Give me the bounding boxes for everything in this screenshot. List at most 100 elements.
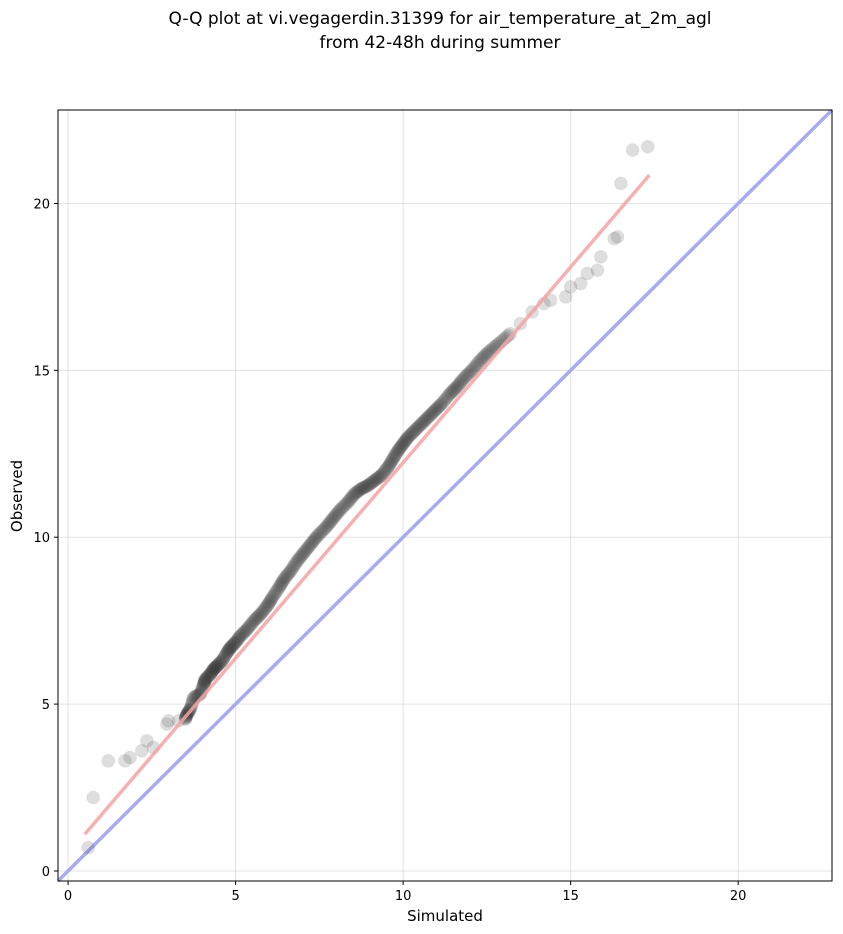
quantile-point [400,431,415,446]
quantile-point [377,464,392,479]
quantile-point [282,564,297,579]
quantile-point [573,276,588,291]
quantile-point [475,350,490,365]
quantile-point [455,373,470,388]
quantile-point [457,370,472,385]
quantile-point [350,484,365,499]
quantile-point [346,488,361,503]
quantile-point [280,567,295,582]
quantile-point [231,630,246,645]
quantile-point [273,577,288,592]
quantile-point [215,653,230,668]
quantile-point [207,661,222,676]
quantile-point [348,485,363,500]
quantile-point [298,543,313,558]
quantile-point [81,840,96,855]
quantile-point [305,535,320,550]
reference-line-group [56,108,834,883]
quantile-point [383,455,398,470]
quantile-point [404,426,419,441]
y-tick-label: 20 [33,197,50,212]
quantile-point [310,528,325,543]
quantile-point [238,624,253,639]
quantile-point [205,663,220,678]
quantile-point [317,521,332,536]
quantile-point [236,625,251,640]
quantile-point [223,641,237,656]
quantile-point [345,489,360,504]
quantile-point [258,601,273,616]
quantile-point [354,481,369,496]
quantile-point [233,628,248,643]
quantile-point [230,633,245,648]
quantile-point [454,374,469,389]
quantile-point [235,626,250,641]
quantile-point [261,597,276,612]
quantile-point [313,525,328,540]
quantile-point [228,635,243,650]
quantile-point [198,672,213,687]
quantile-point [593,249,608,264]
quantile-point [420,411,435,426]
quantile-point [213,655,228,670]
quantile-point [283,563,298,578]
quantile-point [275,574,290,589]
quantile-point [330,506,345,521]
quantile-point [336,499,351,514]
quantile-point [204,665,219,680]
quantile-point [214,654,229,669]
quantile-point [347,486,362,501]
quantile-point [226,637,241,652]
quantile-point [207,660,222,675]
quantile-point [209,659,224,674]
quantile-point [372,470,387,485]
quantile-point [290,553,305,568]
quantile-point [208,660,223,675]
quantile-point [477,349,492,364]
quantile-point [463,364,478,379]
quantile-point [448,381,463,396]
quantile-point [339,496,354,511]
quantile-point [429,402,444,417]
quantile-point [287,558,302,573]
quantile-point [398,433,413,448]
quantile-point [427,403,442,418]
quantile-point [159,717,174,732]
quantile-point [322,516,337,531]
quantile-point [558,289,573,304]
quantile-point [276,573,291,588]
quantile-point [198,672,213,687]
quantile-point [432,398,447,413]
quantile-point [467,360,482,374]
quantile-point [590,263,605,278]
quantile-point [379,461,394,476]
quantile-point [376,465,391,480]
quantile-point [225,638,240,653]
quantile-point [293,549,308,564]
quantile-point [426,404,441,419]
quantile-point [231,632,246,647]
quantile-point [402,428,417,443]
quantile-point [344,491,359,506]
quantile-point [197,675,212,690]
quantile-point [221,643,236,658]
quantile-point [413,417,428,432]
quantile-point [451,377,466,392]
quantile-point [241,620,256,635]
quantile-point [299,542,314,557]
quantile-point [288,556,303,571]
quantile-point [222,642,237,657]
quantile-point [453,375,468,390]
quantile-point [249,611,264,626]
quantile-point [447,382,462,397]
quantile-point [217,649,232,664]
quantile-point [199,671,214,686]
quantile-point [260,598,275,613]
quantile-point [340,495,355,510]
quantile-point [610,229,625,244]
quantile-point [396,436,411,451]
quantile-point [201,668,216,683]
quantile-point [441,388,456,403]
quantile-point [306,534,321,549]
quantile-point [134,743,149,758]
